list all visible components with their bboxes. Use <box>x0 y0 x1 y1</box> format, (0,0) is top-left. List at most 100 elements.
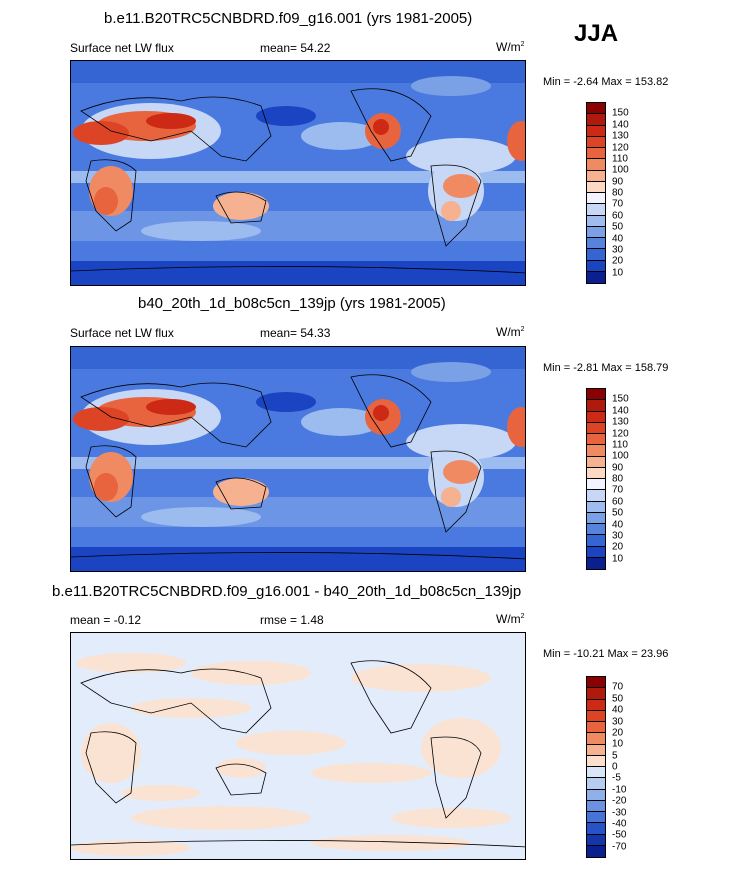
colorbar-tick-label: -10 <box>612 784 627 796</box>
colorbar-tick-label: 130 <box>612 130 629 142</box>
colorbar-tick-label: -70 <box>612 841 627 853</box>
colorbar-segment <box>587 125 605 137</box>
colorbar-tick-label: 20 <box>612 727 624 739</box>
colorbar-tick-label: 110 <box>612 153 628 165</box>
panel-1-colorbar <box>586 102 606 284</box>
colorbar-tick-label: 30 <box>612 244 624 256</box>
colorbar-segment <box>587 148 605 160</box>
colorbar-segment <box>587 512 605 524</box>
colorbar-tick-label: 130 <box>612 416 629 428</box>
colorbar-segment <box>587 744 605 756</box>
colorbar-tick-label: 60 <box>612 210 624 222</box>
colorbar-segment <box>587 490 605 502</box>
colorbar-tick-label: 10 <box>612 738 624 750</box>
colorbar-segment <box>587 389 605 401</box>
colorbar-segment <box>587 226 605 238</box>
colorbar-segment <box>587 800 605 812</box>
colorbar-segment <box>587 238 605 250</box>
colorbar-tick-label: 150 <box>612 393 629 405</box>
colorbar-segment <box>587 722 605 734</box>
colorbar-segment <box>587 159 605 171</box>
colorbar-segment <box>587 456 605 468</box>
colorbar-segment <box>587 688 605 700</box>
panel-2-variable-label: Surface net LW flux <box>70 326 174 340</box>
colorbar-tick-label: 140 <box>612 119 629 131</box>
panel-3-map <box>70 632 526 860</box>
colorbar-tick-label: 90 <box>612 176 624 188</box>
colorbar-segment <box>587 467 605 479</box>
colorbar-segment <box>587 411 605 423</box>
colorbar-segment <box>587 789 605 801</box>
panel-1-units: W/m2 <box>496 40 525 54</box>
colorbar-segment <box>587 249 605 261</box>
colorbar-tick-label: -50 <box>612 829 627 841</box>
panel-1-variable-label: Surface net LW flux <box>70 41 174 55</box>
colorbar-segment <box>587 823 605 835</box>
colorbar-tick-label: 70 <box>612 484 624 496</box>
colorbar-segment <box>587 422 605 434</box>
panel-3-minmax: Min = -10.21 Max = 23.96 <box>543 648 669 660</box>
colorbar-segment <box>587 170 605 182</box>
colorbar-tick-label: 70 <box>612 681 624 693</box>
colorbar-segment <box>587 479 605 491</box>
panel-3-title: b.e11.B20TRC5CNBDRD.f09_g16.001 - b40_20… <box>52 583 522 600</box>
colorbar-segment <box>587 710 605 722</box>
colorbar-segment <box>587 546 605 558</box>
colorbar-segment <box>587 445 605 457</box>
colorbar-tick-label: 10 <box>612 553 624 565</box>
colorbar-segment <box>587 400 605 412</box>
colorbar-tick-label: 40 <box>612 233 624 244</box>
colorbar-tick-label: 50 <box>612 693 624 705</box>
panel-3-rmse-label: rmse = 1.48 <box>260 613 324 627</box>
colorbar-segment <box>587 501 605 513</box>
colorbar-tick-label: 50 <box>612 221 624 233</box>
colorbar-segment <box>587 535 605 547</box>
colorbar-tick-label: -40 <box>612 818 627 830</box>
colorbar-tick-label: 20 <box>612 541 624 553</box>
panel-3-units: W/m2 <box>496 612 525 626</box>
colorbar-tick-label: -20 <box>612 795 627 807</box>
colorbar-segment <box>587 260 605 272</box>
colorbar-tick-label: 10 <box>612 267 624 279</box>
colorbar-tick-label: 120 <box>612 428 629 439</box>
colorbar-segment <box>587 699 605 711</box>
colorbar-tick-label: 100 <box>612 450 629 462</box>
colorbar-segment <box>587 204 605 216</box>
panel-3-colorbar <box>586 676 606 858</box>
colorbar-tick-label: 150 <box>612 107 629 119</box>
colorbar-segment <box>587 778 605 790</box>
colorbar-tick-label: 30 <box>612 530 624 542</box>
colorbar-tick-label: 30 <box>612 716 624 727</box>
colorbar-segment <box>587 845 605 857</box>
season-label: JJA <box>574 20 619 47</box>
colorbar-segment <box>587 812 605 824</box>
panel-2-minmax: Min = -2.81 Max = 158.79 <box>543 362 669 374</box>
colorbar-segment <box>587 557 605 569</box>
panel-2-mean-label: mean= 54.33 <box>260 326 331 340</box>
colorbar-tick-label: 80 <box>612 187 624 199</box>
panel-2-map <box>70 346 526 572</box>
colorbar-tick-label: 60 <box>612 496 624 508</box>
colorbar-tick-label: -5 <box>612 772 621 784</box>
colorbar-segment <box>587 271 605 283</box>
panel-1-map <box>70 60 526 286</box>
colorbar-segment <box>587 733 605 745</box>
panel-3-mean-label: mean = -0.12 <box>70 613 142 627</box>
colorbar-tick-label: 120 <box>612 142 629 153</box>
colorbar-tick-label: 20 <box>612 255 624 267</box>
colorbar-tick-label: 40 <box>612 519 624 530</box>
panel-1-minmax: Min = -2.64 Max = 153.82 <box>543 76 669 88</box>
colorbar-tick-label: -30 <box>612 807 627 818</box>
colorbar-segment <box>587 834 605 846</box>
colorbar-tick-label: 40 <box>612 704 624 716</box>
colorbar-segment <box>587 193 605 205</box>
colorbar-segment <box>587 215 605 227</box>
colorbar-segment <box>587 755 605 767</box>
colorbar-segment <box>587 767 605 779</box>
colorbar-tick-label: 0 <box>612 761 618 773</box>
colorbar-segment <box>587 677 605 689</box>
colorbar-segment <box>587 136 605 148</box>
colorbar-segment <box>587 524 605 536</box>
colorbar-segment <box>587 114 605 126</box>
panel-1-mean-label: mean= 54.22 <box>260 41 331 55</box>
